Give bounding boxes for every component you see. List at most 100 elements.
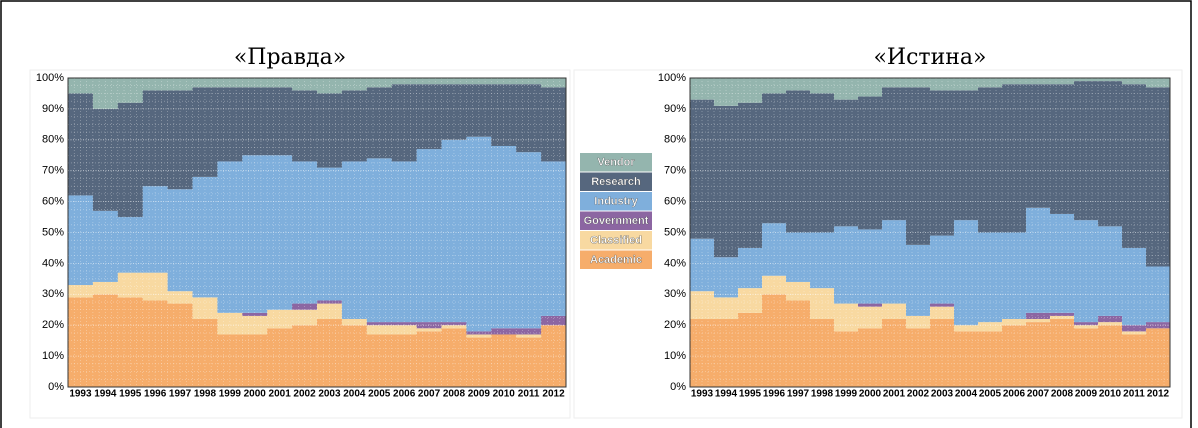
bar-segment (142, 272, 169, 301)
bar-segment (1002, 84, 1027, 233)
bar-segment (192, 176, 218, 298)
x-tick-label: 2011 (1123, 389, 1145, 400)
bar-segment (217, 161, 243, 313)
bar-segment (1074, 328, 1099, 387)
bar-segment (292, 309, 318, 326)
bar-segment (341, 319, 368, 326)
bar-segment (516, 328, 542, 335)
bar-segment (167, 78, 193, 91)
x-tick-label: 2006 (1003, 389, 1026, 400)
bar-segment (810, 78, 835, 94)
bar-segment (954, 331, 979, 387)
bar-segment (714, 105, 739, 258)
bar-segment (1050, 78, 1075, 85)
x-tick-label: 2001 (269, 389, 292, 400)
bar-segment (416, 331, 442, 387)
y-tick-label: 60% (42, 196, 64, 208)
bar-segment (834, 99, 859, 227)
bar-segment (714, 257, 739, 298)
x-tick-label: 2000 (859, 389, 882, 400)
x-tick-label: 2003 (931, 389, 954, 400)
legend-swatch (580, 172, 652, 191)
bar-segment (541, 78, 567, 88)
legend-label: Vendor (597, 157, 635, 169)
bar-segment (92, 210, 119, 282)
bar-segment (92, 294, 119, 387)
x-tick-label: 1999 (219, 389, 242, 400)
x-tick-label: 2011 (518, 389, 540, 400)
bar-segment (714, 319, 739, 387)
bar-segment (834, 226, 859, 304)
bar-segment (117, 297, 144, 387)
bar-segment (242, 87, 268, 156)
bar-segment (466, 331, 492, 335)
bar-segment (1098, 315, 1123, 323)
bar-segment (882, 78, 907, 88)
y-tick-label: 100% (658, 72, 686, 84)
y-tick-label: 40% (42, 257, 64, 269)
bar-segment (930, 78, 955, 91)
bar-segment (391, 161, 418, 323)
bar-segment (92, 78, 119, 109)
bar-segment (366, 158, 393, 323)
bar-segment (978, 87, 1003, 233)
legend-label: Government (584, 215, 649, 227)
y-tick-label: 80% (42, 134, 64, 146)
bar-segment (466, 84, 492, 137)
y-tick-label: 10% (664, 350, 686, 362)
bar-segment (690, 319, 715, 387)
bar-segment (217, 87, 243, 162)
bar-segment (267, 87, 293, 156)
chart-title: «Истина» (873, 45, 986, 70)
legend-label: Classified (590, 235, 642, 247)
bar-segment (906, 78, 931, 88)
legend-swatch (580, 211, 652, 230)
bar-segment (1122, 78, 1147, 85)
bar-segment (366, 78, 393, 88)
bar-segment (1050, 312, 1075, 316)
bar-segment (1122, 84, 1147, 248)
bar-segment (441, 84, 467, 140)
bar-segment (466, 78, 492, 85)
bar-segment (1074, 322, 1099, 326)
bar-segment (92, 281, 119, 295)
bar-segment (192, 319, 218, 387)
bar-segment (366, 87, 393, 159)
x-tick-label: 2005 (979, 389, 1002, 400)
legend-swatch (580, 192, 652, 211)
panel (29, 69, 571, 419)
bar-segment (906, 244, 931, 316)
bar-segment (317, 303, 343, 320)
bar-segment (1098, 226, 1123, 316)
y-tick-label: 90% (664, 103, 686, 115)
bar-segment (366, 322, 393, 326)
x-tick-label: 2004 (955, 389, 978, 400)
bar-segment (690, 291, 715, 320)
y-tick-label: 40% (664, 257, 686, 269)
bar-segment (491, 84, 517, 146)
bar-segment (906, 328, 931, 387)
bar-segment (192, 87, 218, 177)
y-tick-label: 50% (664, 226, 686, 238)
bar-segment (1122, 331, 1147, 335)
y-tick-label: 20% (664, 319, 686, 331)
x-tick-label: 2007 (418, 389, 441, 400)
y-tick-label: 30% (42, 288, 64, 300)
bar-segment (441, 139, 467, 323)
bar-segment (1026, 84, 1051, 208)
bar-segment (92, 108, 119, 211)
bar-segment (978, 232, 1003, 323)
bar-segment (541, 315, 567, 326)
bar-segment (491, 328, 517, 335)
bar-segment (541, 161, 567, 316)
bar-segment (978, 322, 1003, 332)
bar-segment (738, 288, 763, 313)
bar-segment (786, 232, 811, 282)
bar-segment (516, 337, 542, 387)
bar-segment (1026, 319, 1051, 323)
bar-segment (292, 90, 318, 162)
bar-segment (317, 78, 343, 94)
x-tick-label: 1997 (787, 389, 810, 400)
bar-segment (978, 331, 1003, 387)
